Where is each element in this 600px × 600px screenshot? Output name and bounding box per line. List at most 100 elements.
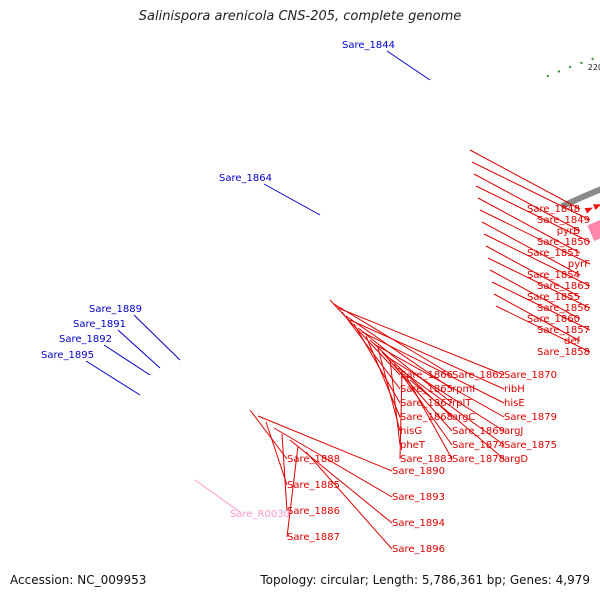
- gene-label: Sare_1883: [400, 454, 453, 465]
- label-connector: [385, 355, 505, 432]
- label-connector: [85, 360, 141, 396]
- label-connector: [477, 197, 581, 254]
- label-connector: [469, 149, 581, 210]
- label-connector: [357, 327, 453, 404]
- label-connector: [194, 479, 241, 513]
- forward-gene-arrow: [584, 207, 593, 214]
- gene-label: argC: [452, 412, 475, 423]
- gene-label: Sare_1894: [392, 518, 445, 529]
- label-connector: [341, 311, 401, 390]
- label-connector: [399, 371, 403, 460]
- rna-label: Sare_R0030: [230, 509, 290, 520]
- gene-label: Sare_1891: [73, 319, 126, 330]
- gene-label: Sare_1870: [504, 370, 557, 381]
- gene-label: Sare_1865: [400, 384, 453, 395]
- label-connector: [479, 209, 591, 265]
- label-connector: [353, 323, 401, 404]
- gene-label: def: [564, 336, 581, 347]
- label-connector: [485, 245, 581, 298]
- label-connector: [487, 257, 591, 309]
- accession-label: Accession: NC_009953: [10, 573, 147, 587]
- label-connector: [475, 185, 591, 243]
- gene-label: hisG: [400, 426, 422, 437]
- label-connector: [471, 161, 591, 221]
- gene-label: rplT: [452, 398, 472, 409]
- label-connector: [405, 375, 453, 460]
- label-connector: [491, 281, 591, 331]
- gene-label: pyrF: [568, 259, 590, 270]
- gene-label: Sare_1875: [504, 440, 557, 451]
- map-title: Salinispora arenicola CNS-205, complete …: [138, 9, 462, 24]
- gene-label: Sare_1889: [89, 304, 142, 315]
- gene-label: Sare_1896: [392, 544, 445, 555]
- label-connector: [397, 367, 505, 446]
- gene-label: ribH: [504, 384, 525, 395]
- label-connector: [273, 427, 393, 498]
- label-connector: [349, 319, 505, 390]
- gene-label: Sare_1857: [537, 325, 590, 336]
- gene-label: Sare_1860: [527, 314, 580, 325]
- gene-label: Sare_1864: [219, 173, 272, 184]
- gene-label: Sare_1849: [537, 215, 590, 226]
- label-connector: [365, 335, 401, 418]
- label-connector: [257, 415, 393, 472]
- gene-label: Sare_1879: [504, 412, 557, 423]
- label-connector: [117, 329, 161, 369]
- gene-label: Sare_1895: [41, 350, 94, 361]
- label-connector: [473, 173, 581, 232]
- gene-label: rpmI: [452, 384, 475, 395]
- tick-label: 2200 kbp: [588, 63, 600, 72]
- gene-label: Sare_1866: [400, 370, 453, 381]
- gene-label: Sare_1869: [452, 426, 505, 437]
- label-connector: [337, 307, 505, 376]
- gene-label: Sare_1854: [527, 270, 580, 281]
- label-connector: [381, 351, 453, 432]
- label-connector: [489, 269, 581, 320]
- label-connector: [373, 343, 505, 418]
- label-connector: [495, 305, 591, 353]
- label-connector: [386, 50, 431, 81]
- label-connector: [305, 451, 393, 550]
- gene-label: hisE: [504, 398, 525, 409]
- gene-label: Sare_1890: [392, 466, 445, 477]
- gene-label: Sare_1893: [392, 492, 445, 503]
- gene-label: Sare_1858: [537, 347, 590, 358]
- gene-label: Sare_1855: [527, 292, 580, 303]
- gene-label: Sare_1862: [452, 370, 505, 381]
- label-connector: [133, 314, 181, 361]
- gene-feature-block: [587, 219, 600, 241]
- gene-label: Sare_1851: [527, 248, 580, 259]
- label-connector: [329, 299, 401, 376]
- gene-label: Sare_1850: [537, 237, 590, 248]
- gene-label: argJ: [504, 426, 523, 437]
- gene-label: Sare_1856: [537, 303, 590, 314]
- gene-label: Sare_1844: [342, 40, 395, 51]
- gene-label: Sare_1892: [59, 334, 112, 345]
- label-connector: [493, 293, 581, 342]
- label-connector: [103, 344, 151, 376]
- label-connector: [265, 421, 288, 486]
- forward-gene-arrow: [593, 204, 600, 210]
- label-connector: [249, 409, 288, 460]
- label-connector: [389, 359, 401, 446]
- label-connector: [393, 363, 453, 446]
- gene-label: argD: [504, 454, 528, 465]
- scale-dotted-ring: [541, 55, 600, 80]
- label-connector: [409, 379, 505, 460]
- gene-label: Sare_1863: [537, 281, 590, 292]
- gene-label: Sare_1887: [287, 532, 340, 543]
- label-connector: [263, 183, 321, 216]
- gene-label: pheT: [400, 440, 426, 451]
- gene-label: Sare_1886: [287, 506, 340, 517]
- gene-label: Sare_1848: [527, 204, 580, 215]
- label-connector: [286, 445, 299, 538]
- label-connector: [345, 315, 453, 390]
- gene-label: Sare_1874: [452, 440, 505, 451]
- gene-label: Sare_1867: [400, 398, 453, 409]
- gene-label: Sare_1885: [287, 480, 340, 491]
- label-connector: [483, 233, 591, 287]
- label-connector: [361, 331, 505, 404]
- gene-label: Sare_1878: [452, 454, 505, 465]
